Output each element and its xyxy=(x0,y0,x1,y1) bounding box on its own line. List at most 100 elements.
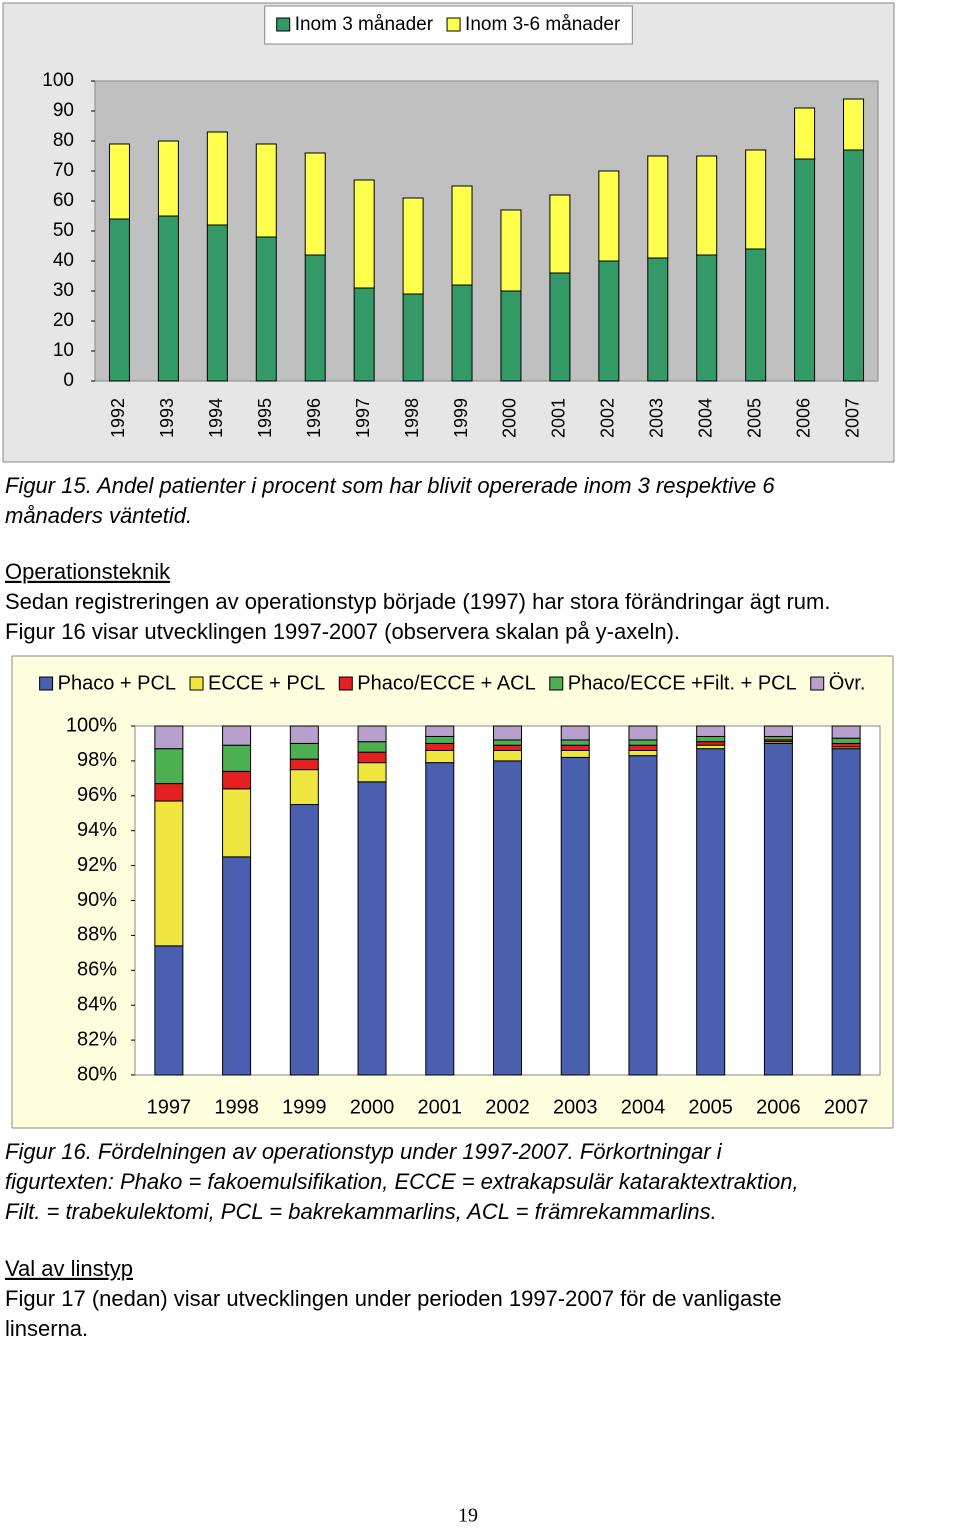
bar-segment xyxy=(794,107,816,160)
y-tick-label: 90% xyxy=(77,889,117,911)
bar-segment xyxy=(255,236,277,382)
bar-segment xyxy=(696,725,726,737)
legend-label: Phaco/ECCE +Filt. + PCL xyxy=(568,672,797,694)
bar-segment xyxy=(500,290,522,382)
caption: Filt. = trabekulektomi, PCL = bakrekamma… xyxy=(5,1199,717,1224)
bar-segment xyxy=(157,140,179,217)
bar-segment xyxy=(357,725,387,743)
bar-segment xyxy=(763,742,793,1076)
y-tick-label: 50 xyxy=(53,220,74,241)
bar-segment xyxy=(696,744,726,750)
legend: Phaco + PCL ECCE + PCL Phaco/ECCE + ACL Pha… xyxy=(39,672,866,694)
x-tick-label: 2000 xyxy=(500,398,520,438)
x-tick-label: 1995 xyxy=(255,398,275,438)
bar-segment xyxy=(451,284,473,382)
bar-segment xyxy=(154,725,184,750)
bar-segment xyxy=(289,742,319,760)
legend-label: Phaco/ECCE + ACL xyxy=(357,672,535,694)
bar-segment xyxy=(628,749,658,757)
legend-swatch xyxy=(446,17,461,32)
bar-segment xyxy=(353,287,375,382)
bar-segment xyxy=(154,800,184,947)
bar-segment xyxy=(289,725,319,744)
bar-segment xyxy=(696,155,718,256)
legend-label: Övr. xyxy=(829,672,866,694)
x-tick-label: 2003 xyxy=(647,398,667,438)
bar-segment xyxy=(628,755,658,1076)
bar-segment xyxy=(560,744,590,751)
x-tick-label: 2005 xyxy=(688,1096,733,1118)
bar-segment xyxy=(357,762,387,783)
bar-segment xyxy=(357,741,387,753)
bar-segment xyxy=(357,781,387,1076)
bar-segment xyxy=(560,756,590,1076)
bar-segment xyxy=(696,735,726,743)
bar-segment xyxy=(289,758,319,771)
x-tick-label: 2007 xyxy=(824,1096,869,1118)
x-tick-label: 2003 xyxy=(553,1096,598,1118)
x-tick-label: 2006 xyxy=(756,1096,801,1118)
heading: Val av linstyp xyxy=(5,1256,133,1281)
y-tick-label: 100 xyxy=(42,70,74,91)
y-tick-label: 98% xyxy=(77,749,117,771)
y-tick-label: 100% xyxy=(66,714,117,736)
y-tick-label: 92% xyxy=(77,854,117,876)
bar-segment xyxy=(560,725,590,741)
x-tick-label: 1993 xyxy=(157,398,177,438)
bar-segment xyxy=(696,748,726,1076)
x-tick-label: 2004 xyxy=(695,398,715,438)
x-tick-label: 2001 xyxy=(549,398,569,438)
legend-label: Inom 3 månader xyxy=(295,14,434,35)
x-tick-label: 2000 xyxy=(350,1096,395,1118)
bar-segment xyxy=(493,725,522,741)
bar-segment xyxy=(157,215,179,382)
bar-segment xyxy=(696,254,718,382)
bar-segment xyxy=(206,224,228,382)
bar-segment xyxy=(255,143,277,238)
y-tick-label: 94% xyxy=(77,819,117,841)
paragraph-line: linserna. xyxy=(5,1316,88,1341)
bar-segment xyxy=(206,131,228,226)
bar-segment xyxy=(560,739,590,746)
bar-segment xyxy=(402,197,424,295)
bar-segment xyxy=(500,209,522,292)
x-tick-label: 2005 xyxy=(744,398,764,438)
y-tick-label: 86% xyxy=(77,959,117,981)
x-tick-label: 1994 xyxy=(206,398,226,438)
caption: Figur 15. Andel patienter i procent som … xyxy=(5,473,775,498)
y-tick-label: 90 xyxy=(53,100,74,121)
bar-segment xyxy=(843,98,865,151)
legend-swatch xyxy=(549,676,564,691)
bar-segment xyxy=(628,725,658,741)
bar-segment xyxy=(304,254,326,382)
y-tick-label: 80 xyxy=(53,130,74,151)
caption: figurtexten: Phako = fakoemulsifikation,… xyxy=(5,1169,799,1194)
bar-segment xyxy=(222,788,252,858)
bar-segment xyxy=(745,149,767,250)
y-tick-label: 20 xyxy=(53,310,74,331)
bar-segment xyxy=(831,748,861,1076)
bar-segment xyxy=(154,748,184,785)
bar-segment xyxy=(628,744,658,751)
x-tick-label: 2002 xyxy=(598,398,618,438)
x-tick-label: 1997 xyxy=(147,1096,192,1118)
legend: Inom 3 månader Inom 3-6 månader xyxy=(276,14,621,35)
bar-segment xyxy=(598,260,620,382)
y-tick-label: 60 xyxy=(53,190,74,211)
x-tick-label: 2001 xyxy=(418,1096,463,1118)
legend-swatch xyxy=(189,676,204,691)
legend-label: Inom 3-6 månader xyxy=(465,14,621,35)
y-tick-label: 40 xyxy=(53,250,74,271)
page-number: 19 xyxy=(458,1505,478,1527)
bar-segment xyxy=(628,739,658,746)
y-tick-label: 84% xyxy=(77,993,117,1015)
legend-label: Phaco + PCL xyxy=(58,672,176,694)
y-tick-label: 70 xyxy=(53,160,74,181)
y-tick-label: 82% xyxy=(77,1028,117,1050)
bar-segment xyxy=(493,749,522,762)
bar-segment xyxy=(560,749,590,758)
bar-segment xyxy=(549,194,571,274)
y-tick-label: 88% xyxy=(77,924,117,946)
heading: Operationsteknik xyxy=(5,559,171,584)
x-tick-label: 1997 xyxy=(353,398,373,438)
